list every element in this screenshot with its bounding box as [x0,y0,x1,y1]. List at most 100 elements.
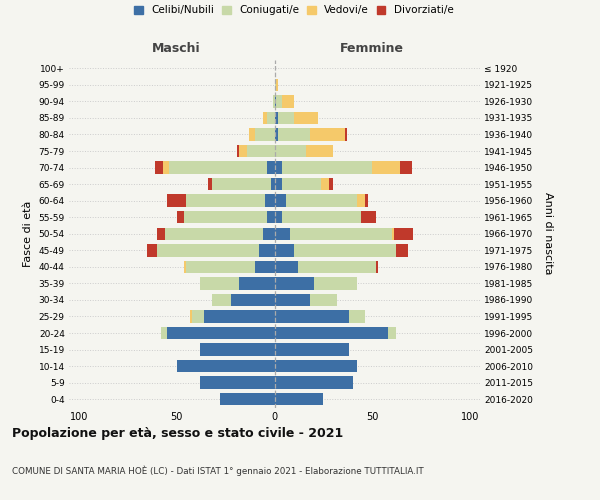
Bar [157,228,165,240]
Bar [310,128,345,140]
Bar [272,95,275,108]
Bar [212,178,271,190]
Bar [200,277,239,289]
Bar [193,310,204,322]
Bar [283,178,322,190]
Bar [306,145,333,157]
Bar [275,228,290,240]
Bar [356,194,365,207]
Bar [275,360,356,372]
Bar [247,145,275,157]
Bar [275,310,349,322]
Bar [187,194,265,207]
Bar [238,145,239,157]
Bar [283,95,294,108]
Bar [176,360,275,372]
Bar [184,260,187,273]
Bar [176,211,184,224]
Bar [220,393,275,406]
Bar [275,393,323,406]
Bar [275,162,283,174]
Bar [200,344,275,356]
Bar [275,145,306,157]
Y-axis label: Anni di nascita: Anni di nascita [543,192,553,275]
Bar [322,178,329,190]
Bar [329,178,333,190]
Bar [294,244,396,256]
Bar [271,178,275,190]
Bar [200,376,275,389]
Bar [275,194,286,207]
Bar [239,277,275,289]
Bar [204,310,275,322]
Bar [275,78,277,91]
Bar [275,294,310,306]
Bar [396,244,407,256]
Bar [345,128,347,140]
Bar [394,228,413,240]
Bar [400,162,412,174]
Bar [275,244,294,256]
Bar [275,211,283,224]
Bar [365,194,368,207]
Bar [361,211,376,224]
Bar [263,112,266,124]
Bar [266,162,275,174]
Bar [349,310,365,322]
Bar [161,327,167,339]
Bar [283,162,373,174]
Bar [275,128,278,140]
Bar [255,260,275,273]
Bar [263,228,275,240]
Bar [259,244,275,256]
Bar [275,178,283,190]
Bar [167,327,275,339]
Bar [275,376,353,389]
Text: Popolazione per età, sesso e stato civile - 2021: Popolazione per età, sesso e stato civil… [12,428,343,440]
Bar [249,128,255,140]
Legend: Celibi/Nubili, Coniugati/e, Vedovi/e, Divorziati/e: Celibi/Nubili, Coniugati/e, Vedovi/e, Di… [134,5,454,15]
Bar [187,260,255,273]
Bar [266,211,275,224]
Bar [275,327,388,339]
Text: Femmine: Femmine [340,42,404,55]
Y-axis label: Fasce di età: Fasce di età [23,200,33,267]
Bar [208,178,212,190]
Bar [239,145,247,157]
Bar [165,228,263,240]
Bar [278,128,310,140]
Bar [255,128,275,140]
Bar [392,228,394,240]
Bar [314,277,357,289]
Bar [283,211,361,224]
Text: COMUNE DI SANTA MARIA HOÈ (LC) - Dati ISTAT 1° gennaio 2021 - Elaborazione TUTTI: COMUNE DI SANTA MARIA HOÈ (LC) - Dati IS… [12,465,424,475]
Bar [277,95,283,108]
Bar [167,194,187,207]
Bar [294,112,317,124]
Bar [163,162,169,174]
Bar [298,260,376,273]
Text: Maschi: Maschi [152,42,201,55]
Bar [275,260,298,273]
Bar [373,162,400,174]
Bar [277,78,278,91]
Bar [278,112,294,124]
Bar [155,162,163,174]
Bar [147,244,157,256]
Bar [310,294,337,306]
Bar [275,277,314,289]
Bar [265,194,275,207]
Bar [275,95,277,108]
Bar [290,228,392,240]
Bar [275,344,349,356]
Bar [388,327,396,339]
Bar [157,244,259,256]
Bar [376,260,378,273]
Bar [212,294,232,306]
Bar [266,112,275,124]
Bar [232,294,275,306]
Bar [275,112,278,124]
Bar [169,162,266,174]
Bar [286,194,356,207]
Bar [190,310,193,322]
